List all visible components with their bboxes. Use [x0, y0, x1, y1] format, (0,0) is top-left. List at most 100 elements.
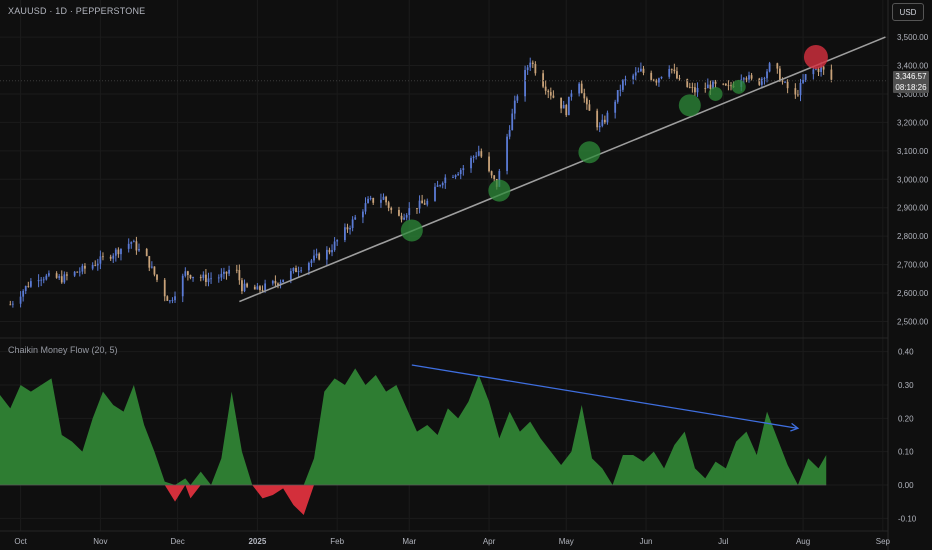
candle-body: [380, 199, 382, 203]
candle-body: [459, 170, 462, 175]
candle-body: [802, 79, 804, 83]
candle-body: [820, 66, 822, 72]
candle-body: [282, 279, 285, 283]
time-tick-label: Jul: [718, 537, 728, 546]
candle-body: [76, 271, 79, 273]
candle-body: [202, 274, 205, 278]
candle-body: [727, 85, 730, 87]
trendline-break-marker: [803, 44, 828, 69]
candle-body: [696, 88, 699, 93]
candle-body: [189, 275, 192, 279]
candle-body: [580, 83, 583, 94]
candle-body: [632, 75, 635, 80]
candle-body: [542, 73, 544, 87]
candle-body: [452, 177, 454, 178]
price-axis-labels: 2,500.00 2,600.00 2,700.00 2,800.00 2,900.00…: [897, 33, 929, 326]
candle-body: [84, 265, 86, 269]
candle-body: [145, 248, 148, 257]
candle-body: [652, 79, 655, 81]
time-tick-label: May: [559, 537, 574, 546]
candle-body: [490, 171, 493, 176]
candle-body: [714, 81, 717, 84]
candle-body: [120, 248, 122, 255]
candle-body: [372, 197, 375, 203]
candle-body: [58, 276, 61, 278]
candle-body: [637, 71, 640, 73]
candle-body: [423, 203, 426, 205]
time-tick-label: Dec: [170, 537, 184, 546]
candle-body: [673, 69, 676, 72]
candle-body: [354, 217, 357, 220]
divergence-arrow-line: [411, 364, 799, 429]
candle-body: [318, 253, 321, 260]
candle-body: [444, 177, 447, 184]
candle-body: [11, 303, 14, 305]
candle-body: [37, 280, 40, 282]
candle-body: [367, 198, 369, 204]
candle-body: [658, 78, 660, 83]
candle-body: [210, 278, 212, 280]
candle-body: [114, 249, 117, 256]
candle-body: [781, 81, 784, 83]
candle-body: [256, 286, 259, 290]
candle-body: [94, 265, 97, 266]
candle-body: [153, 266, 156, 275]
candle-body: [228, 269, 230, 274]
candle-body: [588, 104, 591, 111]
candle-body: [336, 240, 339, 242]
cmf-tick-label: 0.40: [898, 348, 914, 357]
cmf-tick-label: 0.10: [898, 448, 914, 457]
candle-body: [22, 290, 25, 297]
marker-layer: [400, 44, 828, 242]
time-tick-label: Feb: [330, 537, 344, 546]
candle-body: [29, 281, 32, 287]
candle-body: [328, 249, 331, 253]
candle-body: [547, 90, 550, 93]
candle-body: [289, 271, 292, 280]
candle-body: [457, 174, 460, 176]
candle-body: [421, 200, 424, 204]
candle-body: [313, 255, 315, 261]
candle-body: [742, 78, 745, 80]
time-tick-label: Aug: [796, 537, 810, 546]
price-tick-label: 3,100.00: [897, 147, 929, 156]
candle-body: [799, 82, 802, 96]
candle-body: [344, 227, 346, 241]
price-tick-label: 3,000.00: [897, 175, 929, 184]
currency-button[interactable]: USD: [892, 3, 924, 21]
support-trendline: [239, 36, 886, 303]
candle-body: [112, 255, 115, 259]
time-tick-label: Sep: [876, 537, 891, 546]
candle-body: [102, 256, 104, 258]
candle-body: [565, 105, 568, 116]
candle-body: [243, 283, 246, 292]
candle-body: [403, 217, 406, 220]
candle-body: [766, 71, 768, 79]
candle-body: [241, 280, 243, 292]
candle-body: [9, 304, 12, 306]
candle-body: [264, 283, 267, 291]
candle-body: [763, 78, 766, 80]
candle-body: [470, 157, 472, 169]
candle-body: [168, 300, 171, 302]
candle-body: [462, 168, 465, 171]
candle-body: [776, 63, 779, 69]
candle-body: [346, 227, 349, 230]
candle-body: [135, 241, 138, 251]
candle-body: [784, 81, 786, 83]
candle-body: [709, 84, 712, 89]
candle-body: [560, 97, 563, 109]
candle-body: [454, 175, 457, 178]
price-tick-label: 3,400.00: [897, 62, 929, 71]
candle-body: [238, 270, 241, 281]
cmf-tick-label: 0.00: [898, 481, 914, 490]
time-tick-label: Apr: [483, 537, 496, 546]
candle-body: [78, 271, 81, 273]
candle-body: [223, 271, 225, 274]
candle-body: [66, 274, 68, 276]
candle-body: [150, 266, 153, 268]
time-tick-label: Nov: [93, 537, 107, 546]
candle-body: [730, 85, 732, 87]
price-tick-label: 2,500.00: [897, 317, 929, 326]
